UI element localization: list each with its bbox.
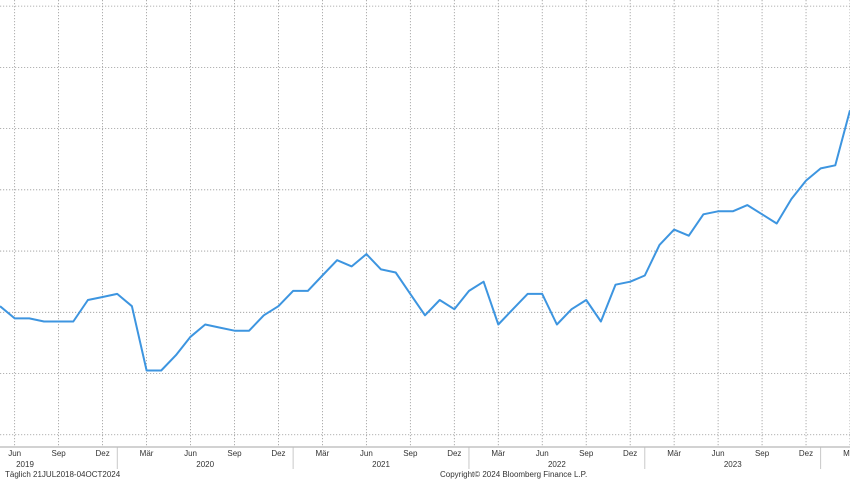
footer-copyright: Copyright© 2024 Bloomberg Finance L.P. (440, 470, 587, 479)
x-tick-label: Mär (667, 449, 681, 458)
x-tick-label: Mär (140, 449, 154, 458)
year-label: 2020 (196, 460, 214, 469)
x-tick-label: Sep (755, 449, 770, 458)
x-tick-label: Mär (491, 449, 505, 458)
x-tick-label: Mär (316, 449, 330, 458)
x-tick-label: Dez (447, 449, 461, 458)
x-tick-label: Dez (271, 449, 285, 458)
x-tick-label: Jun (184, 449, 197, 458)
x-tick-label: Dez (799, 449, 813, 458)
year-label: 2019 (16, 460, 34, 469)
x-tick-label: Jun (8, 449, 21, 458)
year-label: 2021 (372, 460, 390, 469)
x-tick-label: Dez (623, 449, 637, 458)
x-tick-label: Sep (227, 449, 242, 458)
x-tick-label: Jun (536, 449, 549, 458)
series-line (0, 109, 850, 372)
x-tick-label: Dez (95, 449, 109, 458)
footer-left: Täglich 21JUL2018-04OCT2024 (5, 470, 121, 479)
year-label: 2022 (548, 460, 566, 469)
year-label: 2023 (724, 460, 742, 469)
x-tick-label: Sep (52, 449, 67, 458)
x-tick-label: Jun (712, 449, 725, 458)
x-tick-label: Sep (403, 449, 418, 458)
x-tick-label: Sep (579, 449, 594, 458)
x-tick-label: Mär (843, 449, 850, 458)
x-tick-label: Jun (360, 449, 373, 458)
